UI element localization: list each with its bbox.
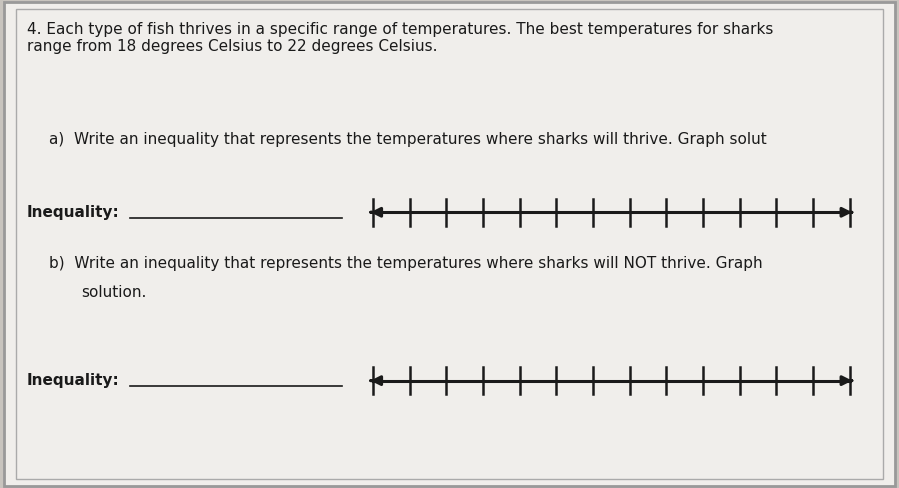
Text: Inequality:: Inequality: bbox=[27, 205, 120, 220]
Text: 4. Each type of fish thrives in a specific range of temperatures. The best tempe: 4. Each type of fish thrives in a specif… bbox=[27, 22, 773, 54]
Text: Inequality:: Inequality: bbox=[27, 373, 120, 388]
Text: b)  Write an inequality that represents the temperatures where sharks will NOT t: b) Write an inequality that represents t… bbox=[49, 256, 763, 271]
Text: solution.: solution. bbox=[81, 285, 147, 301]
Text: a)  Write an inequality that represents the temperatures where sharks will thriv: a) Write an inequality that represents t… bbox=[49, 132, 767, 147]
FancyBboxPatch shape bbox=[4, 2, 895, 486]
